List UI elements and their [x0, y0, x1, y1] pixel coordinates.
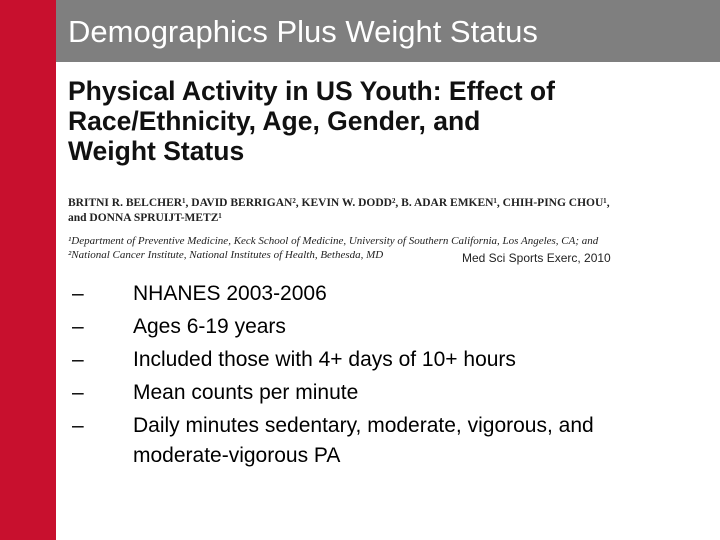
affiliation-line: ²National Cancer Institute, National Ins… — [68, 249, 384, 261]
bullet-marker: – — [72, 282, 84, 305]
bullet-item: – Mean counts per minute — [72, 376, 672, 409]
bullet-marker: – — [72, 381, 84, 404]
bullet-item: – Included those with 4+ days of 10+ hour… — [72, 343, 672, 376]
bullet-text: Mean counts per minute — [133, 380, 359, 404]
author-line: and DONNA SPRUIJT-METZ¹ — [68, 212, 222, 224]
paper-title-line: Weight Status — [68, 136, 245, 166]
bullet-marker: – — [72, 414, 84, 437]
slide-title: Demographics Plus Weight Status — [68, 14, 538, 49]
affiliation-line: ¹Department of Preventive Medicine, Keck… — [68, 235, 599, 247]
bullet-item: – NHANES 2003-2006 — [72, 277, 672, 310]
author-line: BRITNI R. BELCHER¹, DAVID BERRIGAN², KEV… — [68, 197, 610, 209]
bullet-text: Ages 6-19 years — [133, 314, 286, 338]
bullet-item: – Daily minutes sedentary, moderate, vigo… — [72, 409, 672, 472]
bullet-marker: – — [72, 315, 84, 338]
paper-affiliations: ¹Department of Preventive Medicine, Keck… — [68, 234, 598, 262]
bullet-text: NHANES 2003-2006 — [133, 281, 327, 305]
paper-title-line: Physical Activity in US Youth: Effect of — [68, 76, 555, 106]
paper-title: Physical Activity in US Youth: Effect of… — [68, 76, 555, 166]
header-bar — [56, 0, 720, 62]
paper-authors: BRITNI R. BELCHER¹, DAVID BERRIGAN², KEV… — [68, 196, 610, 226]
bullet-list: – NHANES 2003-2006 – Ages 6-19 years – Includ… — [72, 277, 672, 472]
bullet-item: – Ages 6-19 years — [72, 310, 672, 343]
bullet-text: Included those with 4+ days of 10+ hours — [133, 347, 516, 371]
citation: Med Sci Sports Exerc, 2010 — [462, 251, 611, 265]
paper-title-line: Race/Ethnicity, Age, Gender, and — [68, 106, 481, 136]
bullet-text: Daily minutes sedentary, moderate, vigor… — [133, 413, 594, 467]
accent-strip — [0, 0, 56, 540]
bullet-marker: – — [72, 348, 84, 371]
